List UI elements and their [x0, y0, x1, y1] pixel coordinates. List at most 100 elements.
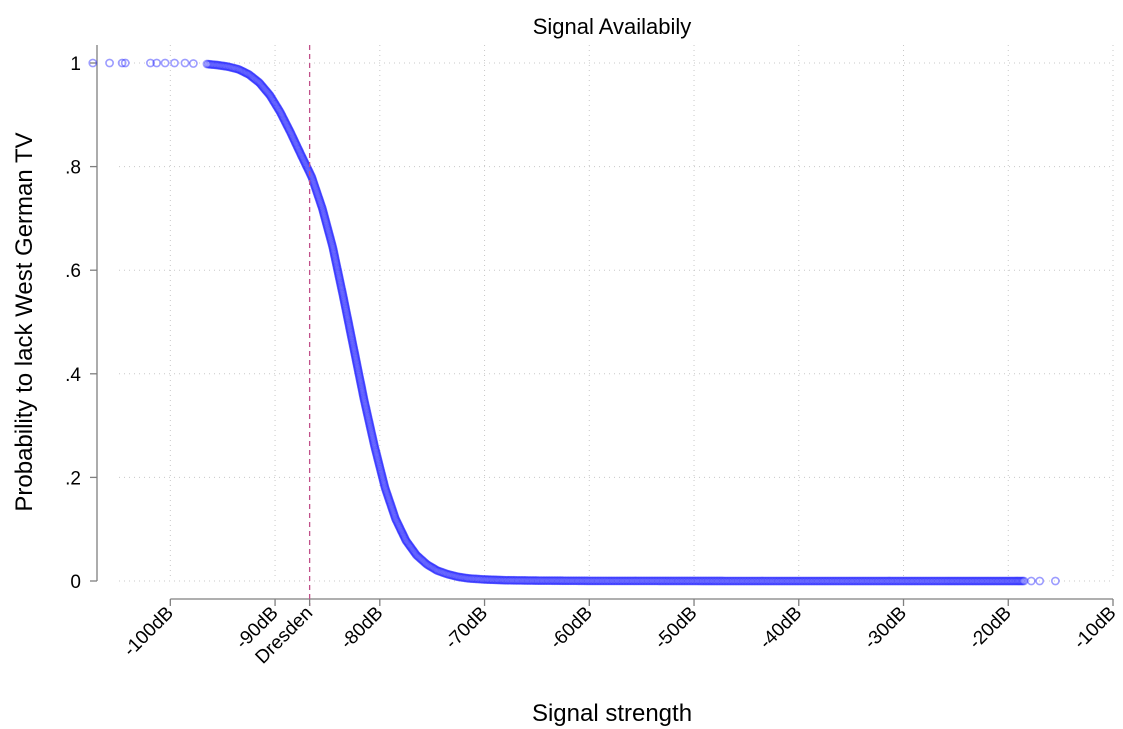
data-point — [504, 575, 514, 585]
data-point — [219, 61, 228, 71]
data-point — [275, 107, 285, 117]
data-point — [349, 343, 359, 353]
data-point — [355, 375, 365, 385]
data-point — [835, 576, 845, 586]
data-point — [368, 434, 378, 443]
data-point — [354, 369, 364, 379]
data-point — [994, 576, 1004, 586]
data-point — [878, 576, 888, 586]
data-point — [607, 576, 616, 586]
data-point — [942, 576, 952, 586]
data-point — [257, 81, 267, 91]
x-tick-label: -100dB — [120, 603, 178, 661]
data-point — [379, 480, 389, 490]
data-point — [557, 576, 567, 586]
data-point — [913, 576, 922, 586]
data-point — [345, 323, 355, 333]
data-point — [409, 547, 419, 556]
data-point — [781, 576, 791, 586]
data-point — [800, 576, 810, 586]
data-point — [502, 575, 512, 585]
data-point — [729, 576, 739, 586]
data-point — [807, 576, 816, 586]
data-point — [492, 575, 501, 585]
data-point — [737, 576, 747, 586]
data-point — [400, 533, 410, 543]
data-point — [524, 576, 534, 585]
data-point — [292, 142, 302, 152]
data-point — [673, 576, 683, 586]
x-tick-label: -30dB — [860, 603, 911, 654]
data-point — [328, 244, 338, 253]
data-point — [1035, 576, 1045, 586]
data-point — [902, 576, 912, 586]
data-point — [298, 154, 308, 164]
data-point — [325, 232, 335, 241]
data-point — [622, 576, 632, 586]
data-point — [438, 568, 448, 578]
data-point — [808, 576, 818, 586]
data-point — [352, 360, 362, 370]
data-point — [686, 576, 696, 586]
data-point — [908, 576, 918, 586]
data-point — [653, 576, 662, 586]
data-point — [1008, 576, 1018, 586]
data-point — [268, 95, 278, 105]
data-point — [648, 576, 658, 586]
data-point — [308, 175, 318, 185]
data-point — [545, 576, 555, 586]
data-point — [895, 576, 905, 586]
data-point — [229, 63, 239, 73]
data-point — [376, 468, 386, 477]
data-point — [939, 576, 949, 586]
data-point — [854, 576, 864, 586]
data-point — [490, 575, 500, 585]
data-point — [930, 576, 939, 586]
data-point — [456, 572, 466, 582]
data-point — [478, 574, 488, 584]
data-point — [548, 576, 558, 586]
data-point — [914, 576, 924, 586]
data-point — [444, 570, 454, 580]
data-point — [999, 576, 1009, 586]
data-point — [726, 576, 735, 586]
data-point — [416, 554, 426, 564]
data-point — [366, 424, 376, 434]
data-point — [401, 536, 411, 545]
data-point — [217, 61, 227, 71]
data-point — [384, 493, 393, 503]
data-point — [972, 576, 982, 586]
data-point — [269, 97, 279, 107]
data-point — [615, 576, 624, 586]
data-point — [353, 363, 363, 373]
data-point — [393, 518, 402, 528]
data-point — [802, 576, 812, 586]
data-point — [694, 576, 704, 586]
data-point — [322, 221, 332, 231]
data-point — [1000, 576, 1010, 586]
data-point — [334, 271, 344, 281]
data-point — [373, 454, 383, 463]
data-point — [437, 567, 447, 577]
data-point — [406, 543, 416, 553]
data-point — [708, 576, 718, 586]
data-point — [295, 148, 305, 157]
data-point — [567, 576, 577, 586]
data-point — [551, 576, 561, 586]
data-point — [534, 576, 543, 585]
data-point — [323, 226, 333, 235]
data-point — [689, 576, 699, 586]
data-point — [318, 205, 327, 214]
data-point — [391, 515, 401, 525]
data-point — [343, 316, 353, 325]
data-point — [510, 575, 520, 585]
data-point — [347, 332, 356, 342]
data-point — [751, 576, 761, 586]
data-point — [881, 576, 891, 586]
data-point — [286, 128, 296, 138]
data-point — [430, 564, 440, 574]
data-point — [461, 573, 471, 583]
data-point — [393, 519, 403, 529]
data-point — [405, 542, 415, 552]
data-point — [341, 303, 351, 313]
